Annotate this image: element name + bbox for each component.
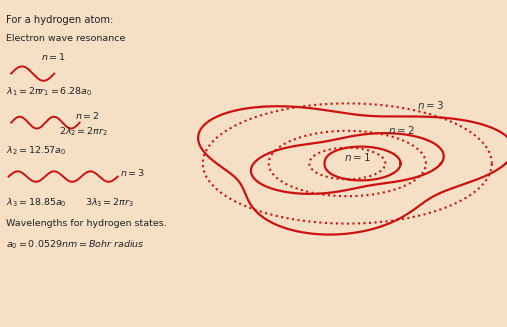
Text: $\lambda_2 = 12.57a_0$: $\lambda_2 = 12.57a_0$ — [6, 145, 66, 157]
Text: $n = 2$: $n = 2$ — [75, 110, 99, 121]
Text: $n = 1$: $n = 1$ — [344, 151, 371, 163]
Text: $n = 2$: $n = 2$ — [388, 124, 415, 136]
Text: For a hydrogen atom:: For a hydrogen atom: — [6, 15, 114, 25]
Text: $n = 3$: $n = 3$ — [120, 167, 145, 178]
Text: $2\lambda_2 = 2\pi r_2$: $2\lambda_2 = 2\pi r_2$ — [59, 126, 108, 138]
Text: $\lambda_3 = 18.85a_0$: $\lambda_3 = 18.85a_0$ — [6, 196, 67, 209]
Text: $n = 1$: $n = 1$ — [41, 51, 65, 62]
Text: $a_0 = 0.0529nm = Bohr\ radius$: $a_0 = 0.0529nm = Bohr\ radius$ — [6, 239, 144, 251]
Text: $n = 3$: $n = 3$ — [417, 99, 444, 111]
Text: Electron wave resonance: Electron wave resonance — [6, 34, 125, 43]
Text: Wavelengths for hydrogen states.: Wavelengths for hydrogen states. — [6, 219, 167, 228]
Text: $\lambda_1 = 2\pi r_1 = 6.28a_0$: $\lambda_1 = 2\pi r_1 = 6.28a_0$ — [6, 85, 92, 97]
Text: $3\lambda_3 = 2\pi r_3$: $3\lambda_3 = 2\pi r_3$ — [85, 196, 134, 209]
